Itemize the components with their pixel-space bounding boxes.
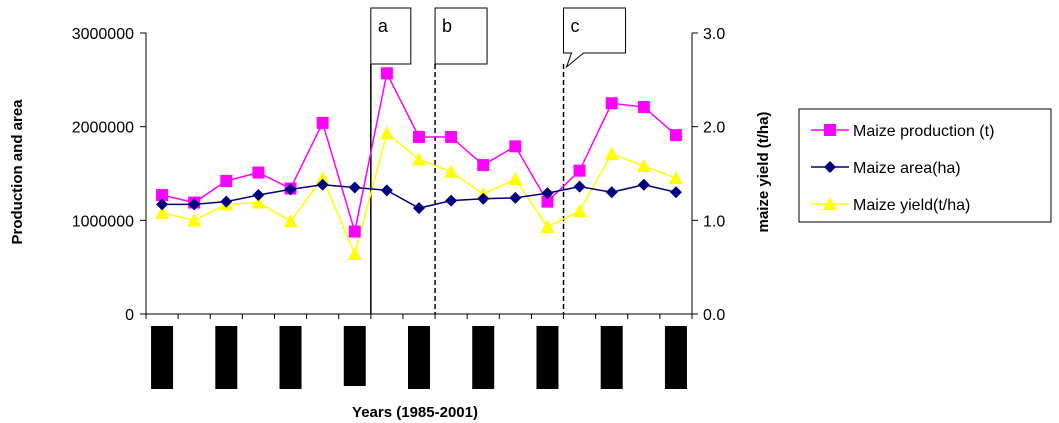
data-point xyxy=(188,198,201,211)
data-point xyxy=(541,195,554,208)
annotation-label: c xyxy=(571,16,580,36)
data-point xyxy=(252,189,265,202)
right-tick-label: 2.0 xyxy=(703,120,725,137)
series-triangle xyxy=(155,126,683,261)
data-point xyxy=(316,178,329,191)
year-bar xyxy=(472,326,495,389)
left-tick-label: 1000000 xyxy=(72,213,134,230)
left-tick-label: 3000000 xyxy=(72,26,134,43)
data-point xyxy=(252,166,265,179)
data-point xyxy=(156,198,169,211)
year-bar xyxy=(664,326,687,389)
annotation-label: b xyxy=(442,16,452,36)
y-axis-right-title: maize yield (t/ha) xyxy=(755,112,772,233)
data-point xyxy=(315,171,330,185)
legend-label: Maize yield(t/ha) xyxy=(853,197,970,214)
data-point xyxy=(541,187,554,200)
data-point xyxy=(348,181,361,194)
data-point xyxy=(477,192,490,205)
series-diamond xyxy=(156,178,682,215)
annotation-label: a xyxy=(378,16,389,36)
year-bar xyxy=(408,326,430,389)
year-bar xyxy=(536,326,559,389)
data-point xyxy=(283,214,298,228)
year-bar xyxy=(600,326,623,389)
data-point xyxy=(669,129,682,142)
data-point xyxy=(156,189,169,202)
data-point xyxy=(412,152,426,166)
legend-box xyxy=(798,108,1052,223)
axes xyxy=(145,33,693,315)
data-point xyxy=(605,186,618,199)
data-point xyxy=(413,202,425,215)
right-tick-label: 3.0 xyxy=(703,26,725,43)
legend-marker xyxy=(823,197,837,210)
data-point xyxy=(573,180,586,193)
right-tick-label: 0.0 xyxy=(703,307,725,324)
annotations: a b c xyxy=(370,7,627,314)
data-point xyxy=(347,247,362,261)
legend-marker xyxy=(824,161,836,173)
data-point xyxy=(637,100,650,113)
data-point xyxy=(509,140,522,153)
data-point xyxy=(413,130,425,143)
left-tick-label: 0 xyxy=(125,307,134,324)
series xyxy=(155,67,683,261)
data-point xyxy=(348,225,361,238)
data-point xyxy=(540,219,555,233)
legend: Maize production (t) Maize area(ha) Maize … xyxy=(798,108,1052,223)
y-axis-left-title: Production and area xyxy=(9,99,26,245)
annotation-callout xyxy=(563,7,627,69)
data-point xyxy=(508,172,523,186)
data-point xyxy=(637,178,650,191)
legend-marker xyxy=(824,124,836,136)
data-point xyxy=(284,183,297,196)
data-point xyxy=(669,186,682,199)
annotation-box xyxy=(434,7,488,65)
data-point xyxy=(316,116,329,129)
data-point xyxy=(605,97,618,110)
data-point xyxy=(380,67,393,80)
data-point xyxy=(445,194,458,207)
year-bar xyxy=(151,326,174,389)
data-point xyxy=(379,126,394,140)
data-point xyxy=(220,174,233,187)
annotation-box xyxy=(370,7,412,65)
data-point xyxy=(155,205,170,219)
series-square xyxy=(156,67,682,238)
data-point xyxy=(604,146,619,160)
series-line xyxy=(161,131,677,257)
year-bar xyxy=(279,326,302,389)
data-point xyxy=(251,195,266,209)
data-point xyxy=(380,184,393,197)
data-point xyxy=(445,130,458,143)
data-point xyxy=(668,171,683,185)
data-point xyxy=(444,164,459,178)
right-tick-label: 1.0 xyxy=(703,213,725,230)
data-point xyxy=(572,203,587,217)
left-tick-label: 2000000 xyxy=(72,120,134,137)
ticks: 0 1000000 2000000 3000000 0.0 1.0 2.0 3.0 xyxy=(72,26,726,324)
x-axis-title: Years (1985-2001) xyxy=(352,404,478,421)
year-bars xyxy=(151,326,687,389)
year-bar xyxy=(343,326,366,386)
data-point xyxy=(220,195,233,208)
year-bar xyxy=(215,326,238,389)
data-point xyxy=(636,159,651,173)
data-point xyxy=(573,164,586,177)
data-point xyxy=(509,191,522,204)
legend-label: Maize area(ha) xyxy=(853,160,961,177)
data-point xyxy=(187,213,202,227)
legend-label: Maize production (t) xyxy=(853,123,994,140)
data-point xyxy=(477,159,490,172)
